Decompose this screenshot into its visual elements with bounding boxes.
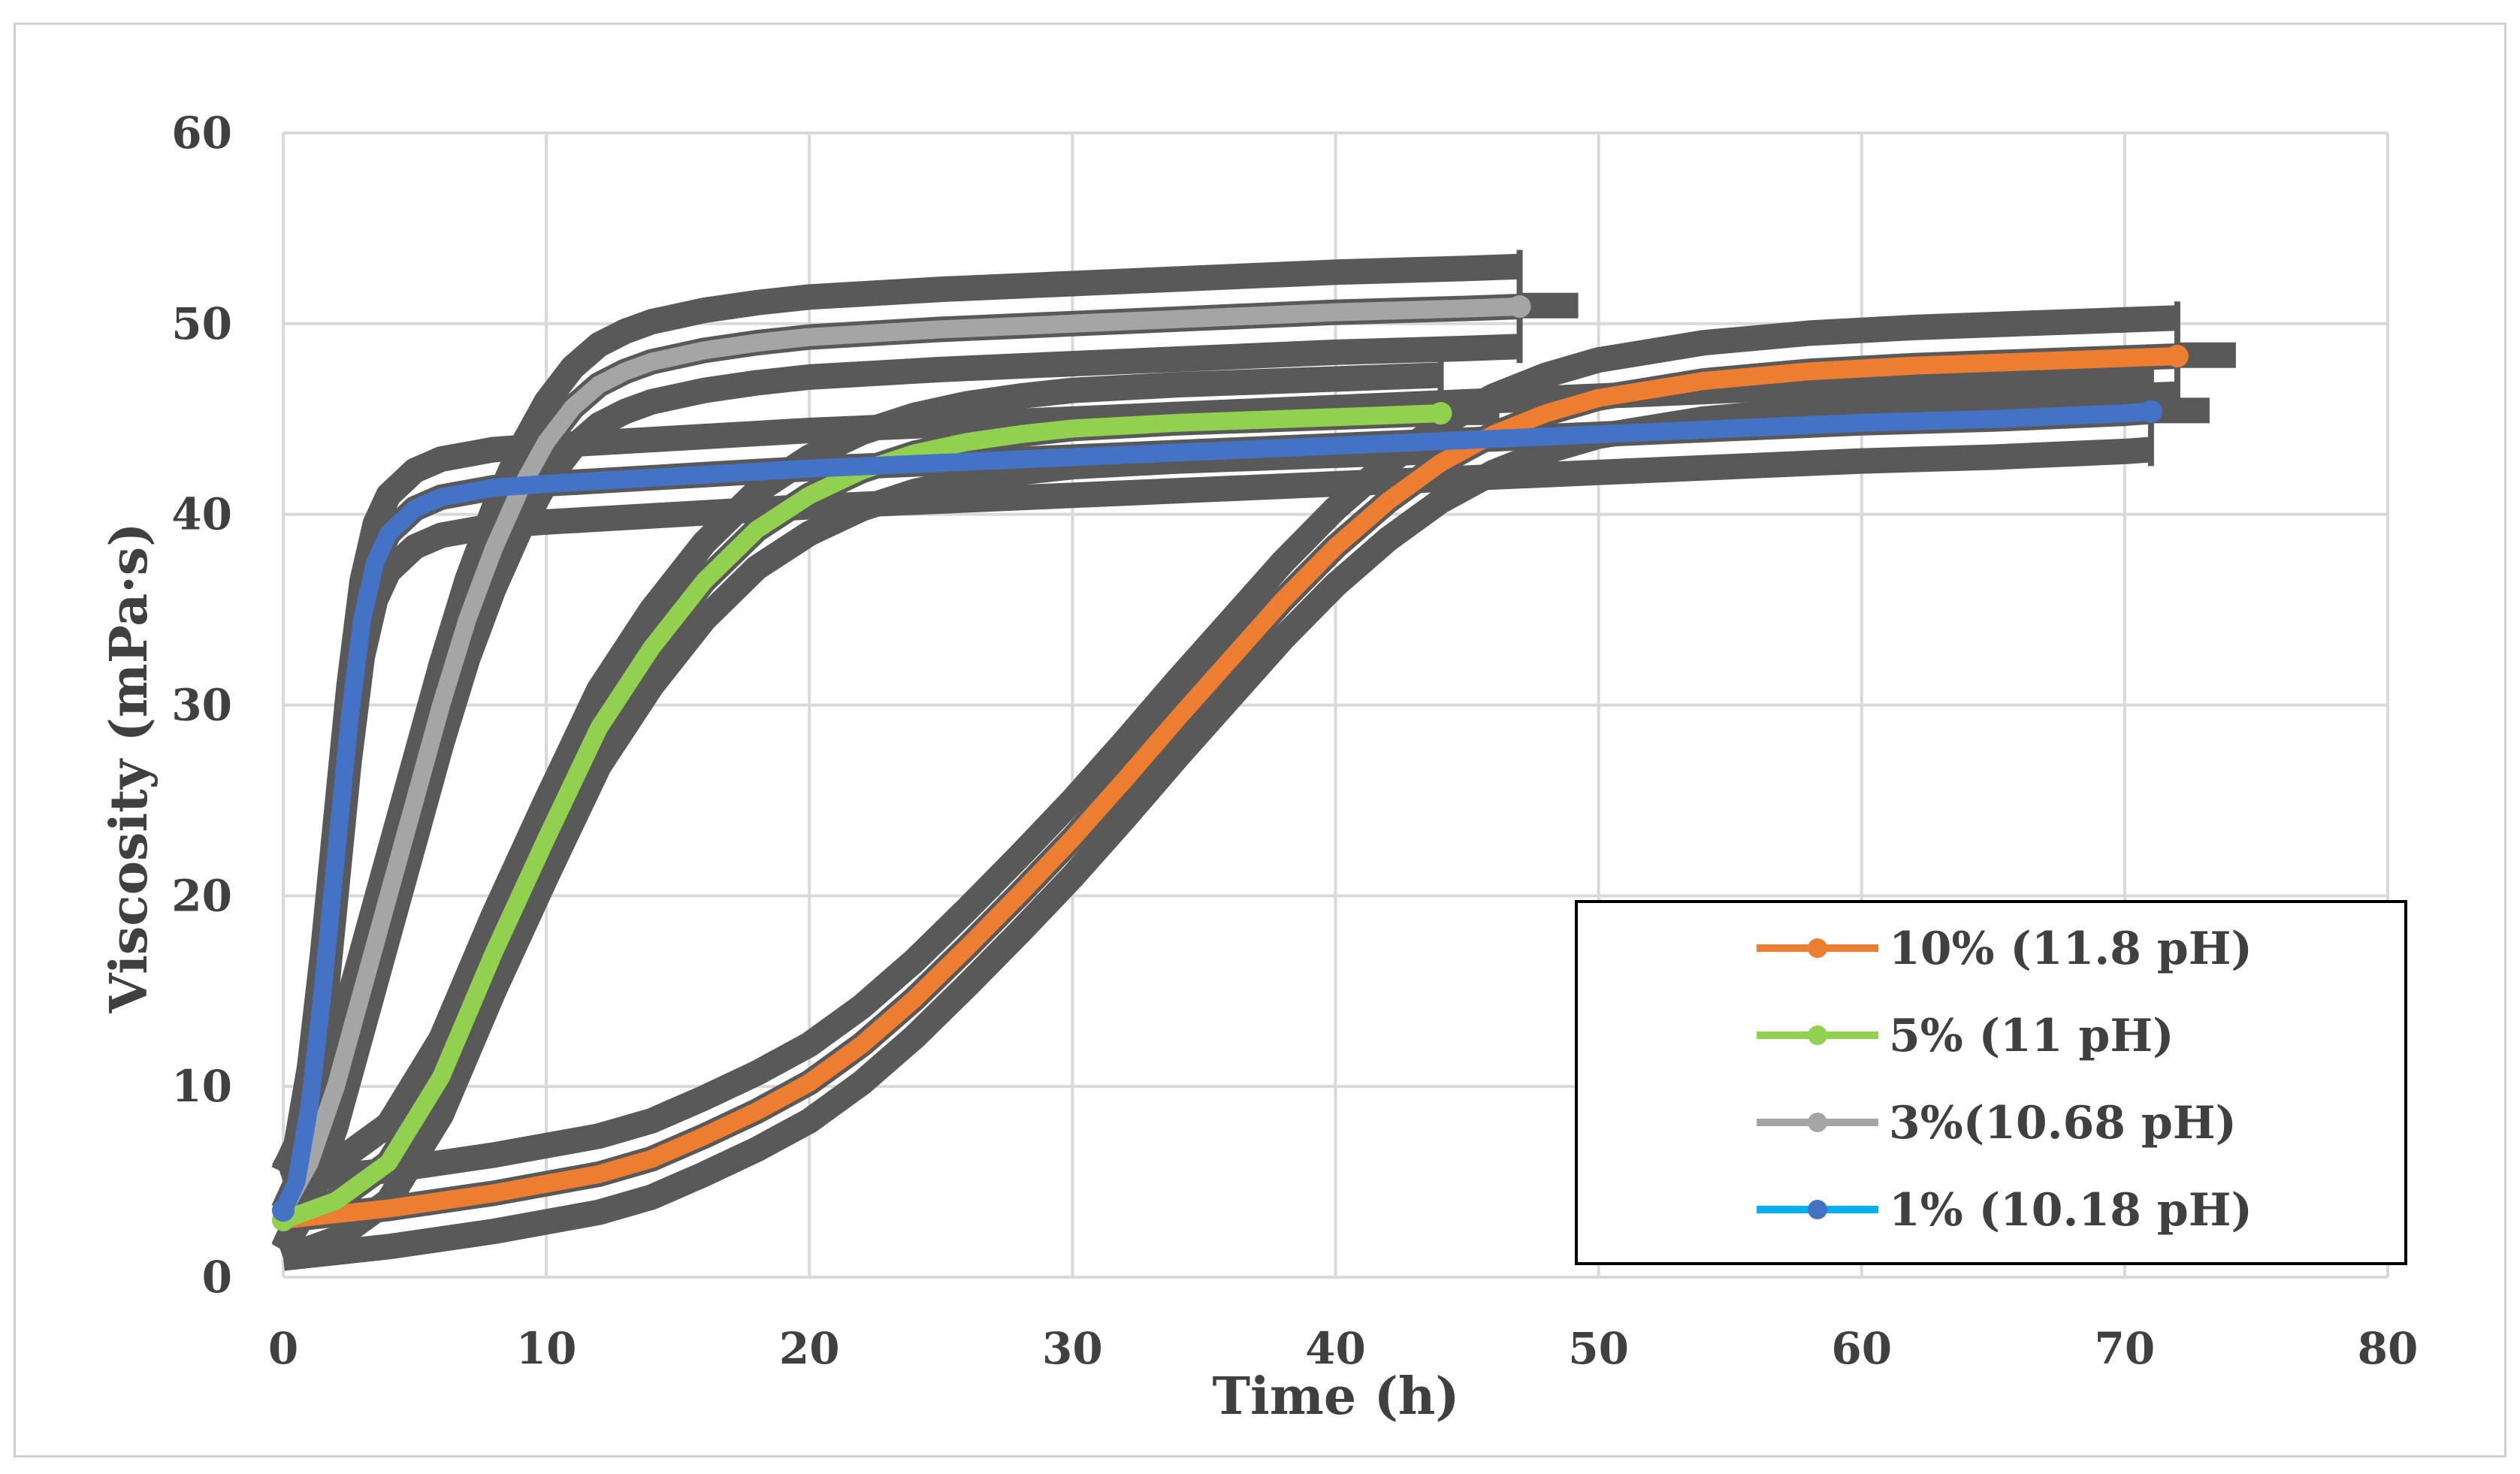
legend-label: 5% (11 pH) bbox=[1889, 1010, 2174, 1062]
series-endpoint bbox=[2139, 400, 2162, 423]
y-tick-label: 40 bbox=[171, 489, 232, 540]
x-tick-label: 20 bbox=[779, 1323, 840, 1374]
series-line-5-11-ph bbox=[274, 404, 1450, 1229]
legend-swatch-marker bbox=[1808, 1200, 1827, 1219]
x-tick-label: 10 bbox=[516, 1323, 577, 1374]
series-endpoint bbox=[2165, 344, 2189, 367]
y-tick-label: 60 bbox=[171, 107, 232, 159]
legend-label: 3%(10.68 pH) bbox=[1889, 1097, 2237, 1149]
x-tick-label: 60 bbox=[1831, 1323, 1892, 1374]
tick-labels: 0 10 20 30 40 50 60 70 80 0 10 20 30 40 50 60 bbox=[171, 107, 2418, 1374]
x-tick-label: 40 bbox=[1305, 1323, 1366, 1374]
series-startpoint bbox=[272, 1199, 295, 1222]
legend-swatch-marker bbox=[1808, 938, 1827, 958]
legend-swatch-marker bbox=[1808, 1025, 1827, 1045]
legend-label: 1% (10.18 pH) bbox=[1889, 1184, 2253, 1237]
error-band-3-10-68-ph bbox=[272, 253, 1521, 1177]
legend: 10% (11.8 pH) 5% (11 pH) 3%(10.68 pH) 1% (1… bbox=[1575, 900, 2407, 1265]
x-tick-label: 0 bbox=[268, 1323, 298, 1374]
x-tick-label: 70 bbox=[2095, 1323, 2156, 1374]
series-endpoint bbox=[1429, 402, 1452, 425]
series-lines bbox=[272, 294, 2189, 1231]
x-axis-title: Time (h) bbox=[1212, 1367, 1459, 1427]
series-line-3-10-68-ph bbox=[274, 298, 1529, 1220]
y-tick-label: 20 bbox=[171, 870, 232, 921]
series-endpoint bbox=[1508, 294, 1531, 318]
legend-swatch-marker bbox=[1808, 1113, 1827, 1132]
x-tick-label: 80 bbox=[2358, 1323, 2419, 1374]
y-tick-label: 30 bbox=[171, 680, 232, 731]
series-line-10-11-8-ph bbox=[274, 347, 2186, 1229]
y-tick-label: 50 bbox=[171, 298, 232, 349]
legend-box bbox=[1575, 900, 2407, 1265]
y-tick-label: 0 bbox=[202, 1252, 232, 1303]
y-axis-title: Viscosity (mPa·s) bbox=[99, 523, 159, 1014]
error-band-10-11-8-ph bbox=[282, 305, 2178, 1195]
x-tick-label: 50 bbox=[1568, 1323, 1629, 1374]
y-tick-label: 10 bbox=[171, 1061, 232, 1112]
series-line-1-10-18-ph bbox=[274, 402, 2160, 1220]
x-tick-label: 30 bbox=[1042, 1323, 1103, 1374]
legend-label: 10% (11.8 pH) bbox=[1889, 923, 2253, 975]
